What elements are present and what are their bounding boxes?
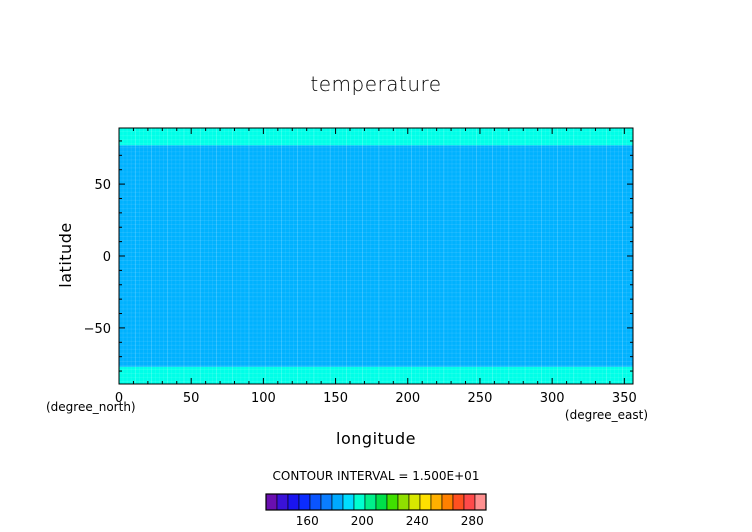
contour-interval-label: CONTOUR INTERVAL = 1.500E+01 [273,469,480,483]
temperature-band-0 [119,366,633,384]
x-tick-label: 150 [323,391,348,406]
colorbar-swatch [463,493,476,511]
x-tick-label: 200 [395,391,420,406]
y-tick-label: 0 [103,250,111,265]
colorbar-swatch [430,493,443,511]
x-tick-label: 250 [468,391,493,406]
grid-lines [119,128,633,384]
y-axis: −50 0 50 [84,140,633,372]
x-axis-label: longitude [336,429,416,448]
colorbar-swatch [397,493,410,511]
plot-area [119,128,633,384]
colorbar-swatch [331,493,344,511]
colorbar-tick-label: 280 [461,514,484,528]
y-axis-label: latitude [56,222,75,287]
colorbar-frame [265,493,487,511]
colorbar-swatch [452,493,465,511]
y-tick-label: −50 [84,322,111,337]
x-tick-label: 350 [612,391,637,406]
x-tick-label: 300 [540,391,565,406]
colorbar-swatch [364,493,377,511]
colorbar-swatch [298,493,311,511]
x-tick-label: 0 [115,391,123,406]
colorbar-swatch [441,493,454,511]
colorbar-swatch [375,493,388,511]
colorbar: 160 200 240 280 [265,493,487,528]
colorbar-swatch [408,493,421,511]
colorbar-swatch [419,493,432,511]
colorbar-tick-label: 200 [351,514,374,528]
x-tick-label: 50 [183,391,200,406]
colorbar-swatch [353,493,366,511]
colorbar-swatch [386,493,399,511]
colorbar-swatch [265,493,278,511]
colorbar-swatch [309,493,322,511]
x-tick-label: 100 [251,391,276,406]
temperature-band-2 [119,128,633,146]
y-tick-label: 50 [94,178,111,193]
colorbar-swatch [287,493,300,511]
x-axis: 0 50 100 150 200 250 300 350 [115,128,637,406]
temperature-band-1 [119,145,633,367]
x-units-label: (degree_east) [565,408,648,422]
colorbar-swatch [474,493,487,511]
y-units-label: (degree_north) [46,400,136,414]
colorbar-swatch [342,493,355,511]
colorbar-tick-label: 160 [296,514,319,528]
colorbar-tick-label: 240 [406,514,429,528]
chart-title: temperature [310,72,441,96]
colorbar-swatch [276,493,289,511]
colorbar-swatch [320,493,333,511]
